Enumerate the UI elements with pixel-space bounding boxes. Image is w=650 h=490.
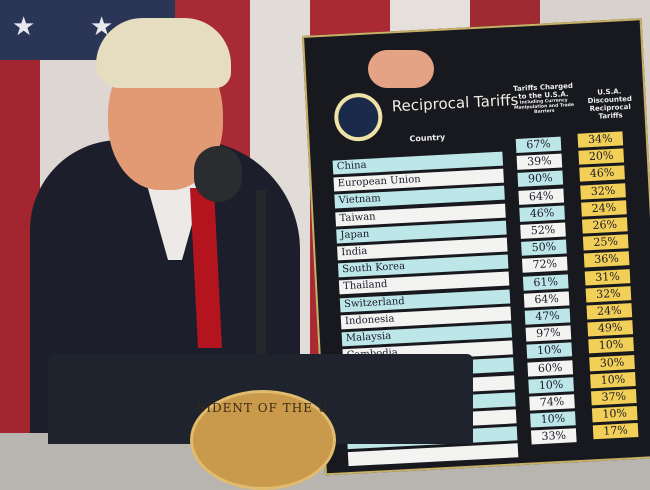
discounted-cell: 17% bbox=[592, 423, 639, 440]
podium-seal: SIDENT OF THE U bbox=[190, 390, 336, 490]
charged-cell: 60% bbox=[527, 359, 574, 377]
charged-cell: 64% bbox=[518, 188, 565, 205]
header-country: Country bbox=[409, 132, 446, 144]
discounted-cell: 30% bbox=[589, 354, 635, 371]
discounted-cell: 49% bbox=[587, 320, 634, 337]
charged-cell: 97% bbox=[525, 325, 572, 342]
charged-cell: 10% bbox=[526, 342, 573, 360]
charged-cell: 10% bbox=[530, 411, 576, 428]
header-charged-note: Including Currency Manipulation and Trad… bbox=[513, 98, 575, 115]
star-icon: ★ bbox=[12, 12, 36, 42]
charged-cell: 64% bbox=[523, 291, 570, 308]
charged-cell: 50% bbox=[521, 239, 567, 256]
discounted-cell: 37% bbox=[590, 389, 637, 406]
charged-cell: 90% bbox=[517, 170, 564, 188]
charged-cell: 47% bbox=[524, 308, 571, 325]
discounted-cell: 10% bbox=[588, 337, 634, 354]
charged-cell: 61% bbox=[522, 274, 569, 291]
discounted-cell: 26% bbox=[581, 217, 628, 234]
charged-cell: 46% bbox=[519, 205, 565, 222]
charged-cell: 10% bbox=[528, 377, 574, 394]
discounted-cell: 32% bbox=[585, 285, 632, 303]
discounted-cell: 24% bbox=[581, 200, 627, 217]
discounted-cell: 24% bbox=[586, 303, 633, 320]
header-discounted: U.S.A. Discounted Reciprocal Tariffs bbox=[587, 87, 633, 121]
charged-cell: 39% bbox=[516, 153, 563, 171]
discounted-cell: 46% bbox=[579, 165, 625, 183]
speaker-hair bbox=[96, 18, 231, 88]
speaker-hand bbox=[368, 50, 434, 88]
discounted-cell: 20% bbox=[578, 148, 625, 165]
board-title: Reciprocal Tariffs bbox=[391, 90, 519, 116]
discounted-cell: 32% bbox=[580, 182, 626, 200]
charged-cell: 67% bbox=[515, 136, 562, 153]
discounted-cell: 10% bbox=[590, 371, 636, 389]
discounted-cell: 25% bbox=[582, 234, 629, 251]
discounted-cell: 31% bbox=[584, 268, 631, 286]
presidential-seal-icon bbox=[333, 91, 384, 143]
charged-cell: 72% bbox=[521, 256, 568, 274]
discounted-cell: 36% bbox=[583, 251, 630, 268]
charged-cell: 33% bbox=[530, 428, 577, 445]
discounted-cell: 10% bbox=[591, 406, 638, 423]
charged-cell: 74% bbox=[529, 394, 575, 411]
microphone-stand bbox=[256, 190, 266, 360]
charged-cell: 52% bbox=[520, 222, 566, 239]
header-charged: Tariffs Charged to the U.S.A. Including C… bbox=[513, 82, 575, 116]
discounted-cell: 34% bbox=[577, 131, 624, 148]
microphone bbox=[194, 146, 242, 202]
